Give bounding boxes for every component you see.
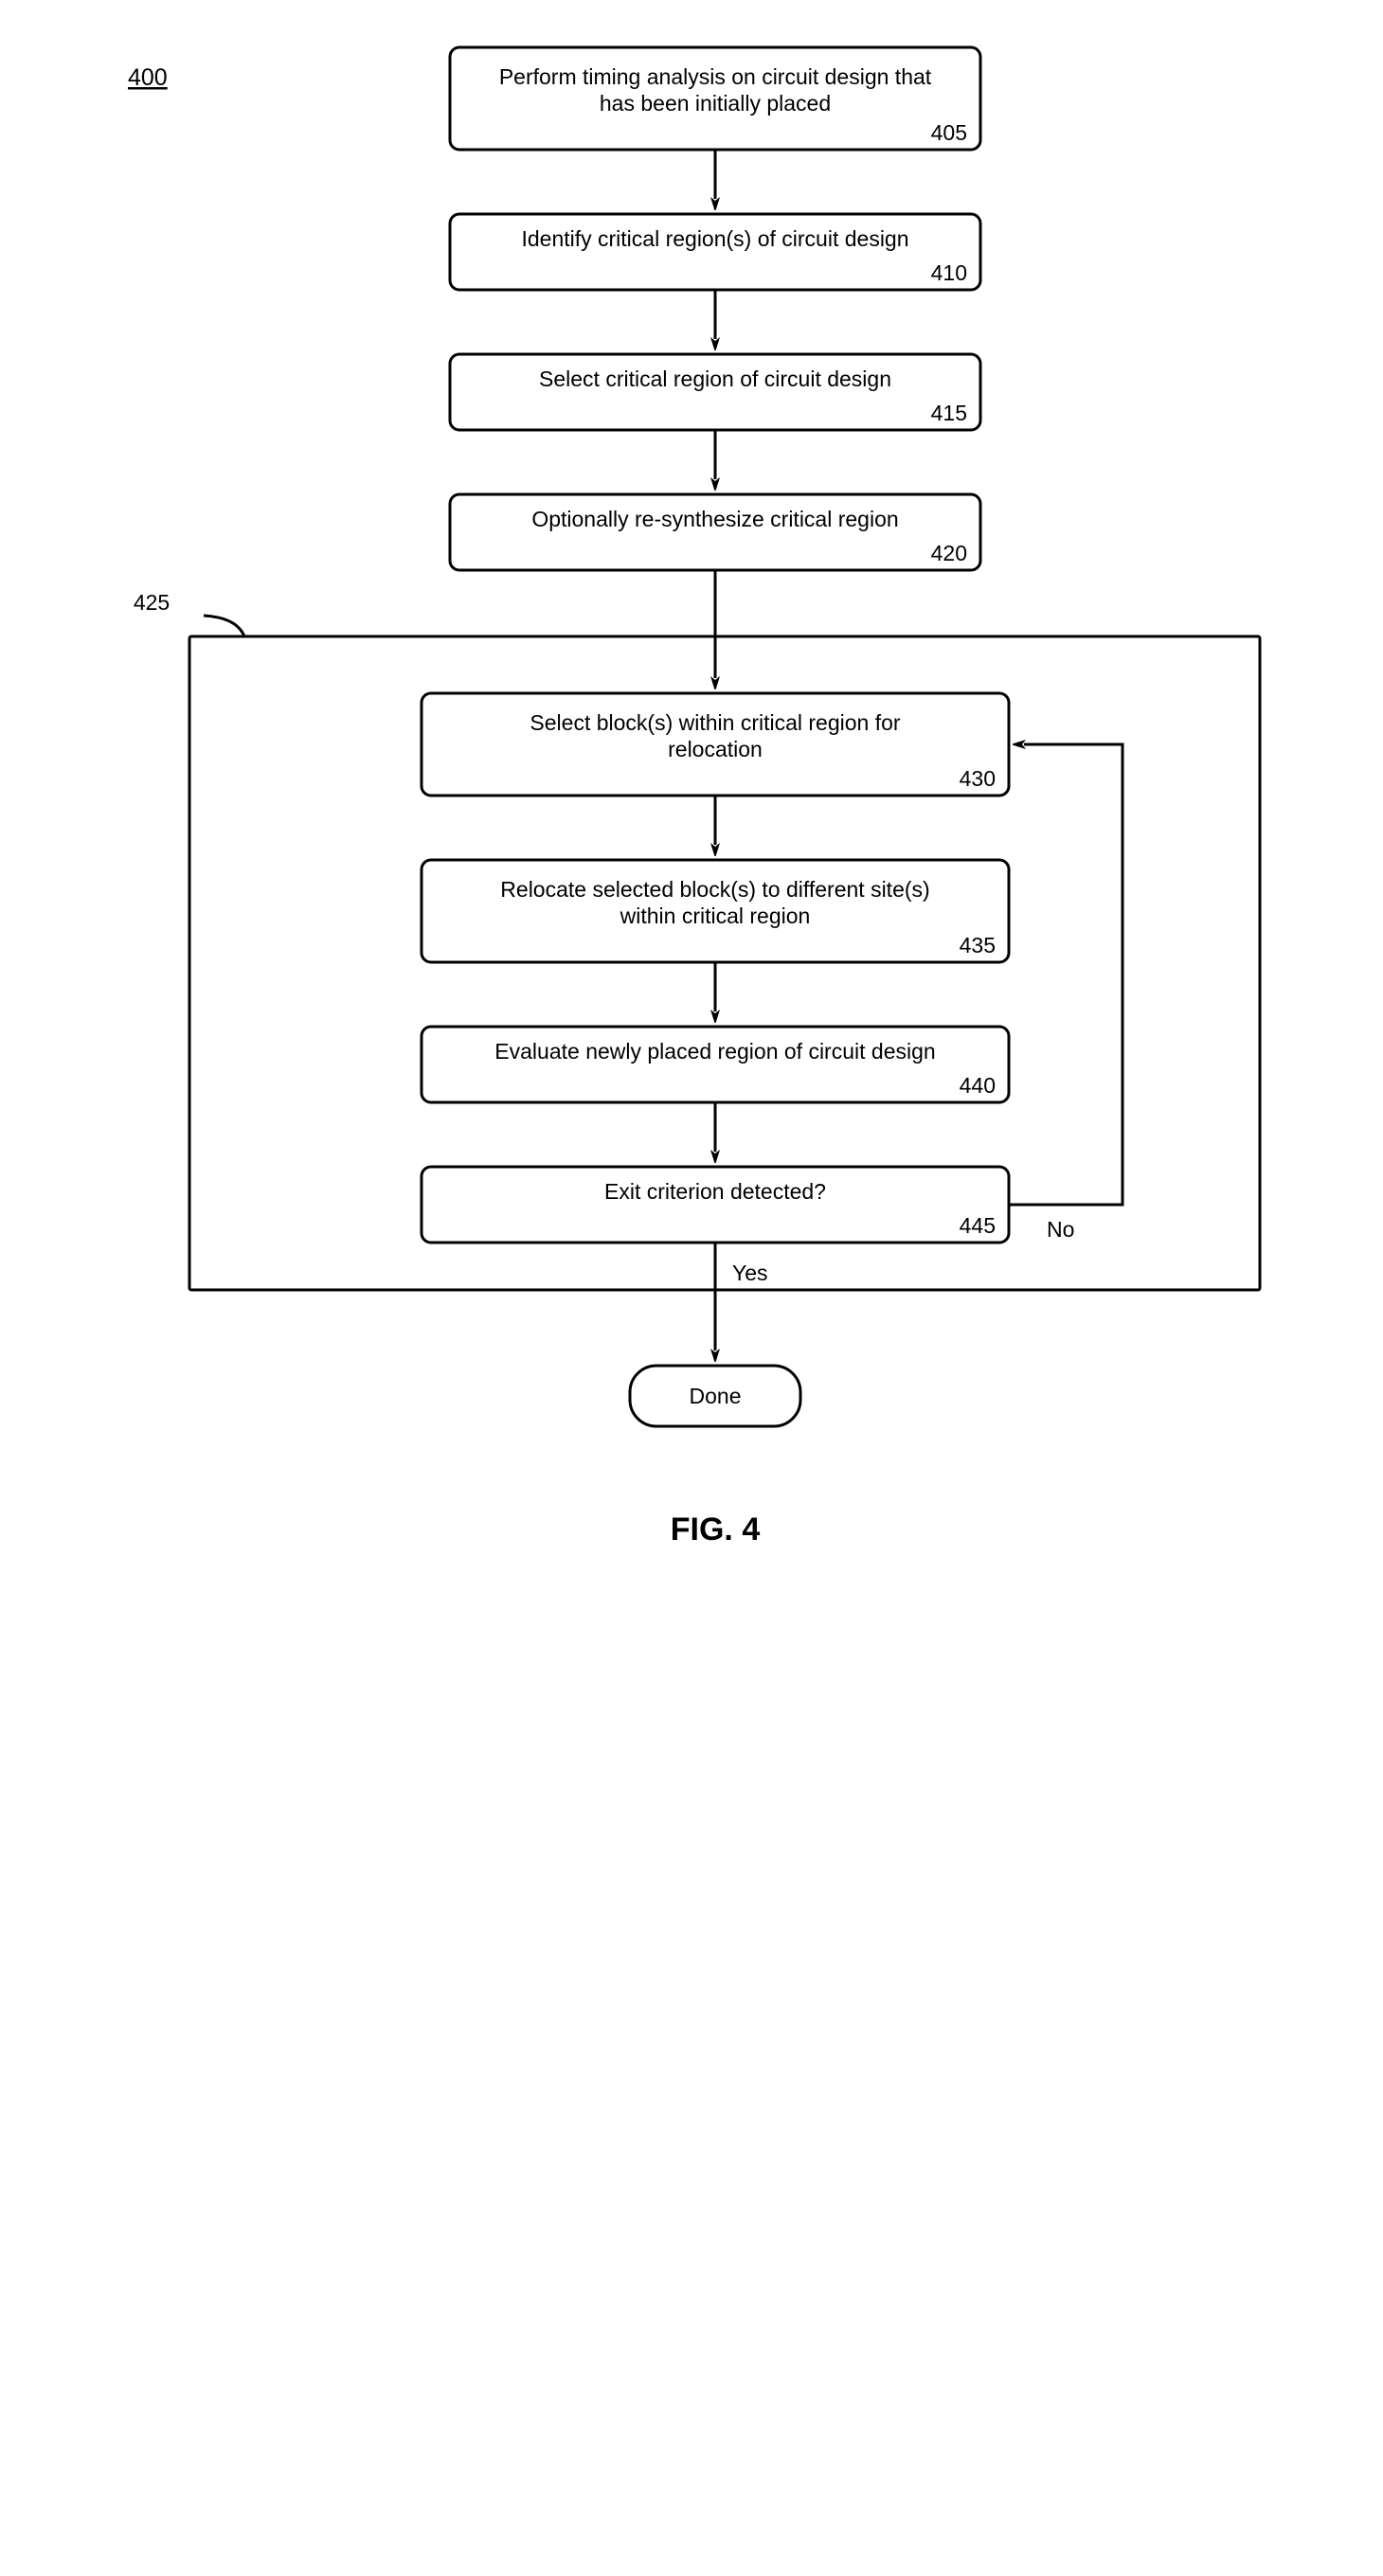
node-430-num: 430 bbox=[960, 766, 996, 791]
node-430-text-0: Select block(s) within critical region f… bbox=[530, 710, 900, 735]
node-435-text-0: Relocate selected block(s) to different … bbox=[500, 877, 929, 902]
node-410-text-0: Identify critical region(s) of circuit d… bbox=[521, 226, 908, 251]
node-445-num: 445 bbox=[960, 1213, 996, 1238]
callout-400: 400 bbox=[128, 64, 168, 91]
node-445 bbox=[422, 1167, 1009, 1243]
node-415 bbox=[450, 354, 980, 430]
edge-445-no-loop bbox=[1009, 744, 1123, 1205]
node-420-num: 420 bbox=[931, 541, 967, 565]
node-440-text-0: Evaluate newly placed region of circuit … bbox=[494, 1039, 935, 1064]
node-445-text-0: Exit criterion detected? bbox=[604, 1179, 826, 1204]
node-440 bbox=[422, 1027, 1009, 1102]
label-yes: Yes bbox=[732, 1261, 768, 1285]
node-435-text-1: within critical region bbox=[620, 903, 811, 928]
node-410-num: 410 bbox=[931, 260, 967, 285]
node-405-text-0: Perform timing analysis on circuit desig… bbox=[499, 64, 932, 89]
figure-title: FIG. 4 bbox=[671, 1512, 761, 1547]
label-no: No bbox=[1047, 1217, 1074, 1242]
node-430-text-1: relocation bbox=[668, 737, 763, 761]
node-done-text: Done bbox=[690, 1384, 742, 1408]
callout-425: 425 bbox=[134, 590, 170, 615]
node-435-num: 435 bbox=[960, 933, 996, 957]
node-440-num: 440 bbox=[960, 1073, 996, 1098]
node-415-text-0: Select critical region of circuit design bbox=[539, 367, 891, 391]
node-420-text-0: Optionally re-synthesize critical region bbox=[531, 507, 898, 531]
node-415-num: 415 bbox=[931, 401, 967, 425]
node-405-text-1: has been initially placed bbox=[600, 91, 831, 116]
node-405-num: 405 bbox=[931, 120, 967, 145]
node-410 bbox=[450, 214, 980, 290]
callout-425-leader bbox=[204, 616, 244, 636]
node-420 bbox=[450, 494, 980, 570]
